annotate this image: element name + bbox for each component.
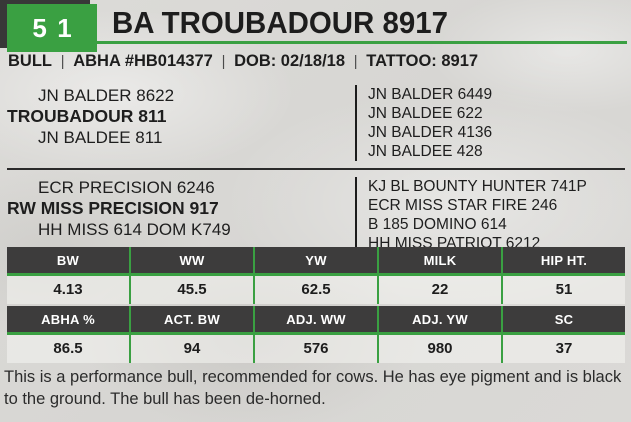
- description-note: This is a performance bull, recommended …: [4, 368, 622, 408]
- sire-line-ancestors: JN BALDER 6449 JN BALDEE 622 JN BALDER 4…: [355, 85, 625, 161]
- ancestor-name: B 185 DOMINO 614: [368, 216, 507, 233]
- epd-table: BW WW YW MILK HIP HT. 4.13 45.5 62.5 22 …: [7, 247, 625, 304]
- column-header-ww: WW: [131, 247, 255, 273]
- dam-line-names: ECR PRECISION 6246 RW MISS PRECISION 917…: [7, 174, 355, 240]
- sex-label: BULL: [8, 51, 52, 70]
- dam-line-ancestors: KJ BL BOUNTY HUNTER 741P ECR MISS STAR F…: [355, 177, 625, 253]
- performance-table-value-row: 86.5 94 576 980 37: [7, 335, 625, 363]
- value-yw: 62.5: [255, 276, 379, 304]
- value-hip-ht: 51: [555, 281, 573, 298]
- registration-number: ABHA #HB014377: [73, 51, 213, 70]
- column-header-bw: BW: [7, 247, 131, 273]
- column-header-sc: SC: [554, 312, 574, 327]
- tattoo-number: TATTOO: 8917: [366, 51, 479, 70]
- column-header-act-bw: ACT. BW: [131, 306, 255, 332]
- column-header-abha-pct: ABHA %: [7, 306, 131, 332]
- performance-table-header-row: ABHA % ACT. BW ADJ. WW ADJ. YW SC: [7, 306, 625, 335]
- column-header-hip-ht: HIP HT.: [540, 253, 588, 268]
- sire-granddam: JN BALDEE 811: [38, 128, 163, 147]
- pedigree-section: JN BALDER 8622 TROUBADOUR 811 JN BALDEE …: [7, 82, 625, 253]
- column-header-adj-yw: ADJ. YW: [379, 306, 503, 332]
- dam-name: RW MISS PRECISION 917: [7, 198, 219, 218]
- info-separator: |: [60, 53, 65, 70]
- ancestor-name: JN BALDEE 428: [368, 143, 483, 160]
- value-bw: 4.13: [7, 276, 131, 304]
- column-header-yw: YW: [255, 247, 379, 273]
- lot-number-badge: 51: [7, 4, 97, 52]
- sire-line-names: JN BALDER 8622 TROUBADOUR 811 JN BALDEE …: [7, 82, 355, 148]
- animal-name-title: BA TROUBADOUR 8917: [112, 5, 449, 40]
- ancestor-name: JN BALDER 4136: [368, 124, 493, 141]
- info-separator: |: [221, 53, 226, 70]
- ancestor-name: JN BALDER 6449: [368, 86, 493, 103]
- value-ww: 45.5: [131, 276, 255, 304]
- sire-name: TROUBADOUR 811: [7, 106, 167, 126]
- title-underline: [97, 41, 627, 44]
- value-abha-pct: 86.5: [7, 335, 131, 363]
- column-header-milk: MILK: [379, 247, 503, 273]
- date-of-birth: DOB: 02/18/18: [234, 51, 345, 70]
- dam-granddam: HH MISS 614 DOM K749: [38, 220, 231, 239]
- info-separator: |: [353, 53, 358, 70]
- ancestor-name: KJ BL BOUNTY HUNTER 741P: [368, 178, 587, 195]
- pedigree-divider: [7, 168, 625, 170]
- sire-line-row: JN BALDER 8622 TROUBADOUR 811 JN BALDEE …: [7, 82, 625, 161]
- value-act-bw: 94: [131, 335, 255, 363]
- column-header-adj-ww: ADJ. WW: [255, 306, 379, 332]
- epd-table-header-row: BW WW YW MILK HIP HT.: [7, 247, 625, 276]
- value-milk: 22: [379, 276, 503, 304]
- dam-grandsire: ECR PRECISION 6246: [38, 178, 215, 197]
- value-adj-yw: 980: [379, 335, 503, 363]
- performance-table: ABHA % ACT. BW ADJ. WW ADJ. YW SC 86.5 9…: [7, 306, 625, 363]
- animal-info-bar: BULL | ABHA #HB014377 | DOB: 02/18/18 | TATTOO…: [8, 51, 478, 71]
- lot-number: 51: [32, 12, 83, 43]
- value-sc: 37: [555, 340, 573, 357]
- dam-line-row: ECR PRECISION 6246 RW MISS PRECISION 917…: [7, 174, 625, 253]
- value-adj-ww: 576: [255, 335, 379, 363]
- epd-table-value-row: 4.13 45.5 62.5 22 51: [7, 276, 625, 304]
- sire-grandsire: JN BALDER 8622: [38, 86, 175, 105]
- ancestor-name: JN BALDEE 622: [368, 105, 483, 122]
- ancestor-name: ECR MISS STAR FIRE 246: [368, 197, 558, 214]
